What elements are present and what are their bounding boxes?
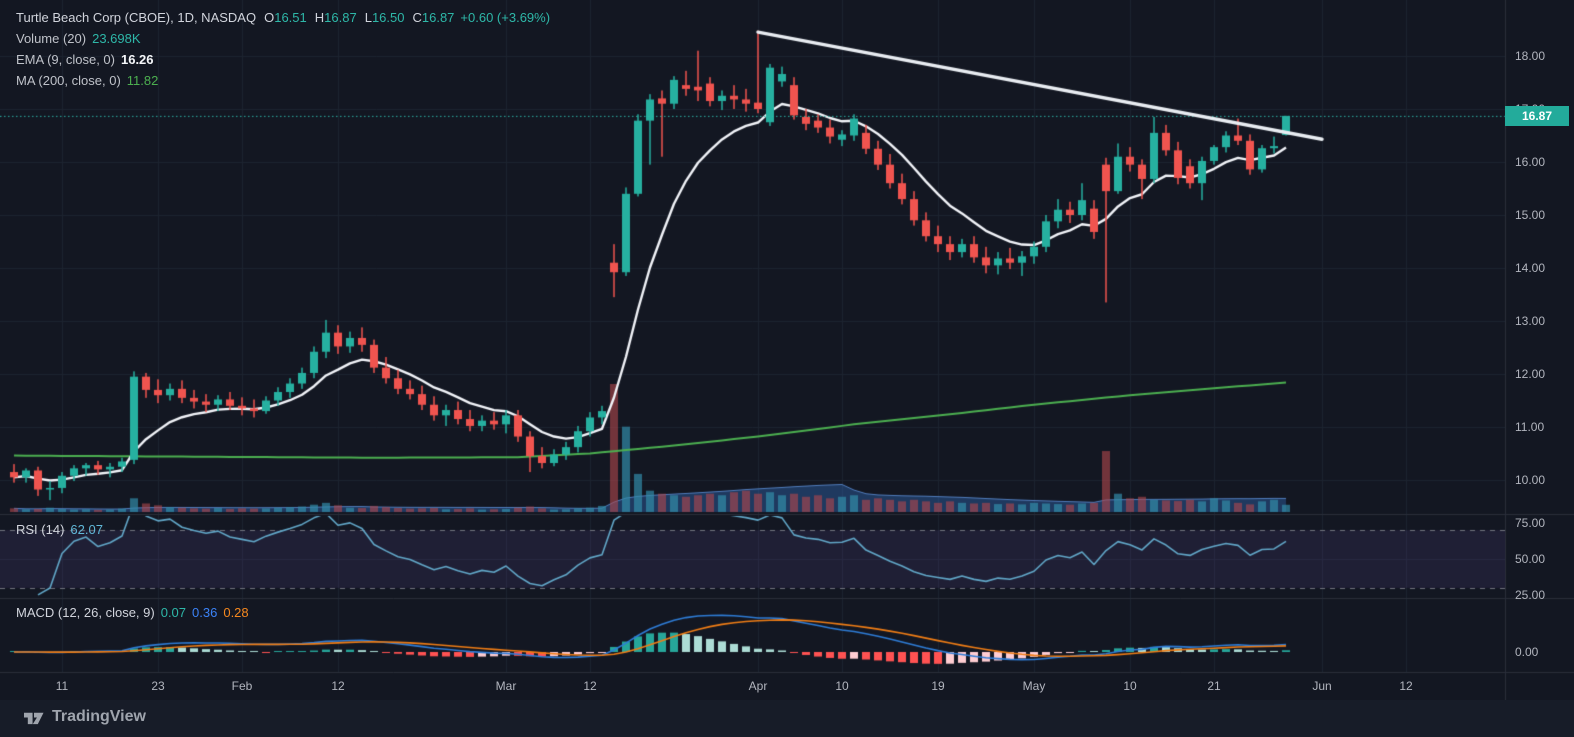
time-tick-label: Mar: [495, 679, 517, 693]
ema-legend-row[interactable]: EMA (9, close, 0) 16.26: [16, 51, 550, 68]
tradingview-logo-icon: [24, 712, 44, 724]
ema-value: 16.26: [120, 52, 154, 67]
ma-value: 11.82: [126, 73, 159, 88]
tradingview-logo[interactable]: TradingView: [24, 708, 146, 726]
ohlc-key: O: [264, 10, 275, 25]
rsi-tick-label: 75.00: [1515, 516, 1546, 530]
macd-legend[interactable]: MACD (12, 26, close, 9) 0.07 0.36 0.28: [16, 604, 249, 621]
ohlc-value: 16.51: [274, 10, 307, 25]
time-tick-label: 23: [151, 679, 165, 693]
price-tick-label: 12.00: [1515, 367, 1546, 381]
time-tick-label: 12: [1399, 679, 1413, 693]
ohlc-key: L: [364, 10, 372, 25]
footer-bar: TradingView: [0, 700, 1574, 737]
price-tick-label: 16.00: [1515, 155, 1546, 169]
time-tick-label: 19: [931, 679, 945, 693]
ohlc-value: 16.50: [371, 10, 405, 25]
rsi-legend[interactable]: RSI (14) 62.07: [16, 521, 103, 538]
time-tick-label: 11: [55, 679, 69, 693]
time-tick-label: 21: [1207, 679, 1221, 693]
volume-label: Volume (20): [16, 31, 87, 46]
rsi-value: 62.07: [70, 522, 103, 537]
time-tick-label: 10: [1123, 679, 1137, 693]
time-tick-label: May: [1022, 679, 1046, 693]
ohlc-key: C: [412, 10, 422, 25]
ohlc-value: 16.87: [421, 10, 455, 25]
rsi-tick-label: 25.00: [1515, 588, 1546, 602]
volume-value: 23.698K: [92, 31, 141, 46]
ma-label: MA (200, close, 0): [16, 73, 121, 88]
ohlc-values: O16.51 H16.87 L16.50 C16.87: [256, 10, 454, 25]
price-axis[interactable]: 18.0017.0016.0015.0014.0013.0012.0011.00…: [1505, 0, 1574, 700]
symbol-title[interactable]: Turtle Beach Corp (CBOE), 1D, NASDAQ: [16, 10, 257, 25]
last-price-badge: 16.87: [1505, 106, 1569, 126]
macd-value: 0.07: [160, 605, 187, 620]
macd-tick-label: 0.00: [1515, 645, 1539, 659]
macd-value: 0.36: [192, 605, 218, 620]
ohlc-key: H: [314, 10, 325, 25]
ma-legend-row[interactable]: MA (200, close, 0) 11.82: [16, 72, 550, 89]
tradingview-logo-text: TradingView: [52, 708, 146, 725]
ema-label: EMA (9, close, 0): [16, 52, 115, 67]
macd-values: 0.07 0.36 0.28: [155, 605, 249, 620]
price-tick-label: 18.00: [1515, 49, 1546, 63]
change-value: +0.60 (+3.69%): [460, 10, 551, 25]
rsi-tick-label: 50.00: [1515, 552, 1546, 566]
time-tick-label: 12: [331, 679, 345, 693]
macd-label: MACD (12, 26, close, 9): [16, 605, 155, 620]
price-tick-label: 15.00: [1515, 208, 1546, 222]
time-tick-label: Apr: [748, 679, 768, 693]
time-tick-label: 10: [835, 679, 849, 693]
time-tick-label: Jun: [1312, 679, 1332, 693]
symbol-legend-row[interactable]: Turtle Beach Corp (CBOE), 1D, NASDAQ O16.…: [16, 9, 550, 26]
price-tick-label: 11.00: [1515, 420, 1545, 434]
rsi-label: RSI (14): [16, 522, 65, 537]
ohlc-value: 16.87: [324, 10, 357, 25]
time-tick-label: Feb: [231, 679, 253, 693]
price-tick-label: 13.00: [1515, 314, 1546, 328]
time-axis[interactable]: 11 23 Feb 12 Mar 12 Apr 10 19 May 10 21 Jun 12: [0, 672, 1574, 700]
time-tick-label: 12: [583, 679, 597, 693]
main-legend: Turtle Beach Corp (CBOE), 1D, NASDAQ O16.…: [16, 9, 550, 93]
volume-legend-row[interactable]: Volume (20) 23.698K: [16, 30, 550, 47]
price-tick-label: 10.00: [1515, 473, 1546, 487]
macd-value: 0.28: [223, 605, 249, 620]
price-tick-label: 14.00: [1515, 261, 1546, 275]
